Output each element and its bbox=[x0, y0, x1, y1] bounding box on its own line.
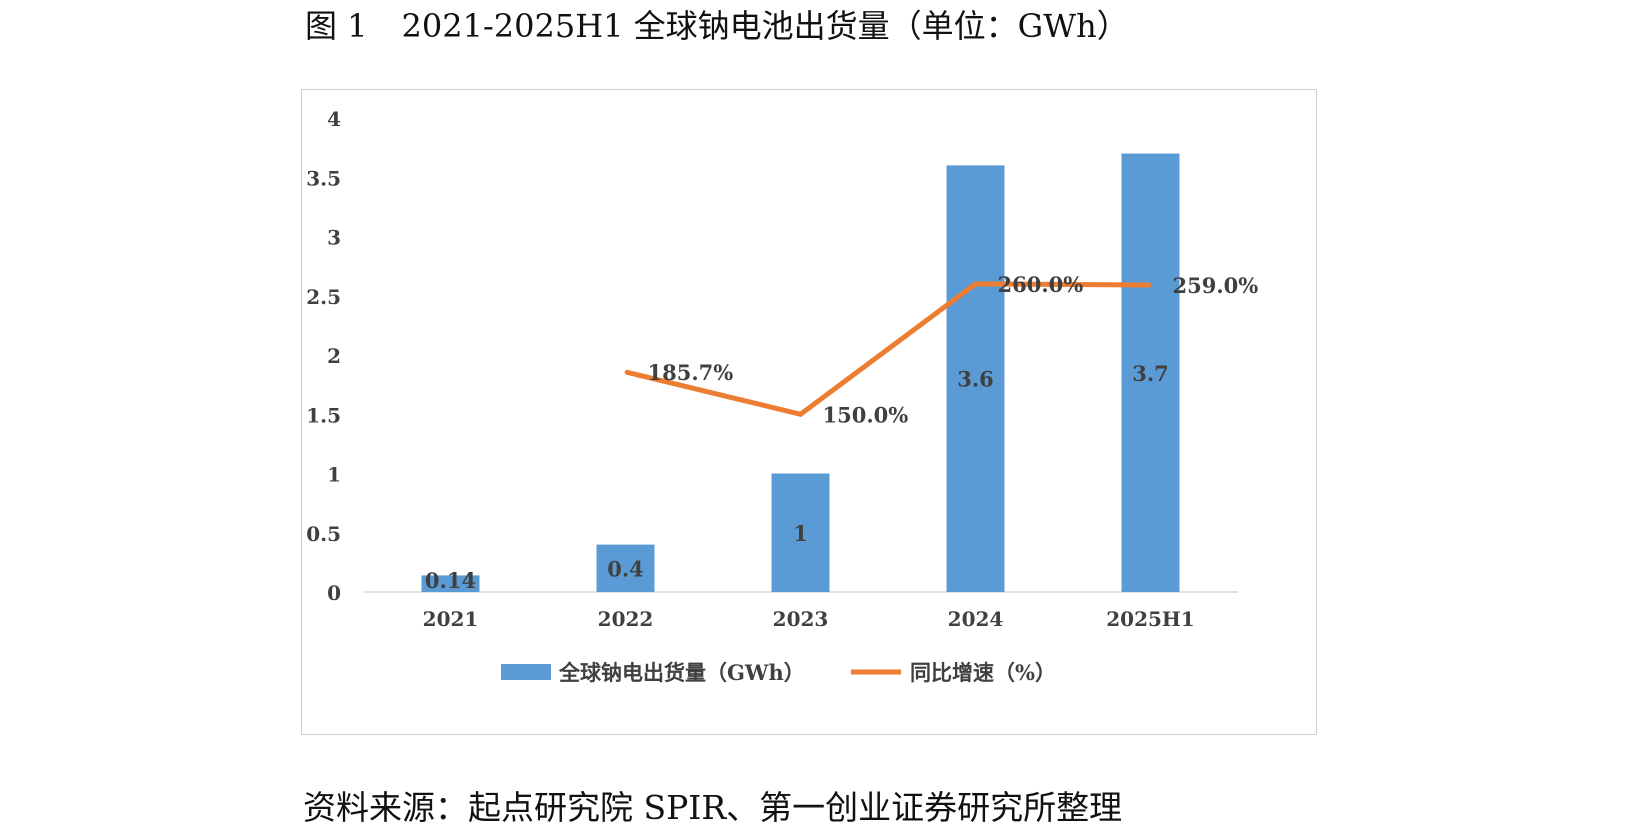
bar-data-label: 3.6 bbox=[957, 367, 994, 392]
growth-point bbox=[974, 282, 977, 285]
line-data-label: 260.0% bbox=[998, 272, 1084, 297]
y-tick-label: 1 bbox=[327, 463, 341, 487]
bar bbox=[946, 165, 1005, 592]
bar bbox=[771, 473, 830, 592]
legend-line-label: 同比增速（%） bbox=[910, 660, 1056, 685]
y-tick-label: 1.5 bbox=[306, 403, 341, 427]
y-tick-label: 0 bbox=[327, 581, 341, 605]
figure-number: 图 1 bbox=[305, 7, 368, 45]
line-data-label: 185.7% bbox=[648, 360, 734, 385]
y-tick-label: 0.5 bbox=[306, 522, 341, 546]
bar-data-label: 1 bbox=[793, 521, 808, 546]
growth-line bbox=[624, 281, 1151, 417]
bar-data-label: 0.4 bbox=[607, 556, 644, 581]
y-tick-label: 3 bbox=[327, 226, 341, 250]
growth-point bbox=[624, 370, 627, 373]
bar-data-label: 0.14 bbox=[425, 568, 476, 593]
line-data-label: 150.0% bbox=[823, 402, 909, 427]
legend-bar-label: 全球钠电出货量（GWh） bbox=[558, 660, 805, 685]
line-data-label: 259.0% bbox=[1173, 273, 1259, 298]
x-tick-label: 2025H1 bbox=[1106, 607, 1194, 631]
growth-point bbox=[799, 413, 802, 416]
bar bbox=[1121, 153, 1180, 593]
bar bbox=[421, 575, 480, 592]
x-tick-label: 2021 bbox=[423, 607, 479, 631]
legend-bar-swatch bbox=[501, 664, 551, 680]
x-tick-label: 2022 bbox=[598, 607, 654, 631]
x-tick-label: 2024 bbox=[948, 607, 1004, 631]
figure-title: 图 1 2021-2025H1 全球钠电池出货量（单位：GWh） bbox=[305, 6, 1129, 46]
bar bbox=[596, 544, 655, 592]
bar-data-label: 3.7 bbox=[1132, 361, 1169, 386]
figure-title-text: 2021-2025H1 全球钠电池出货量（单位：GWh） bbox=[401, 7, 1129, 45]
chart-frame bbox=[301, 89, 1317, 735]
y-tick-label: 3.5 bbox=[306, 166, 341, 190]
y-tick-label: 2.5 bbox=[306, 285, 341, 309]
y-tick-label: 4 bbox=[327, 107, 341, 131]
source-note: 资料来源：起点研究院 SPIR、第一创业证券研究所整理 bbox=[303, 788, 1123, 827]
growth-point bbox=[1149, 284, 1152, 287]
y-tick-label: 2 bbox=[327, 344, 341, 368]
sodium-battery-shipment-chart: 0 0.5 1 1.5 2 2.5 3 3.5 4 2021 2022 2023 2024 2025H1 0… bbox=[306, 107, 1259, 685]
x-tick-label: 2023 bbox=[773, 607, 829, 631]
